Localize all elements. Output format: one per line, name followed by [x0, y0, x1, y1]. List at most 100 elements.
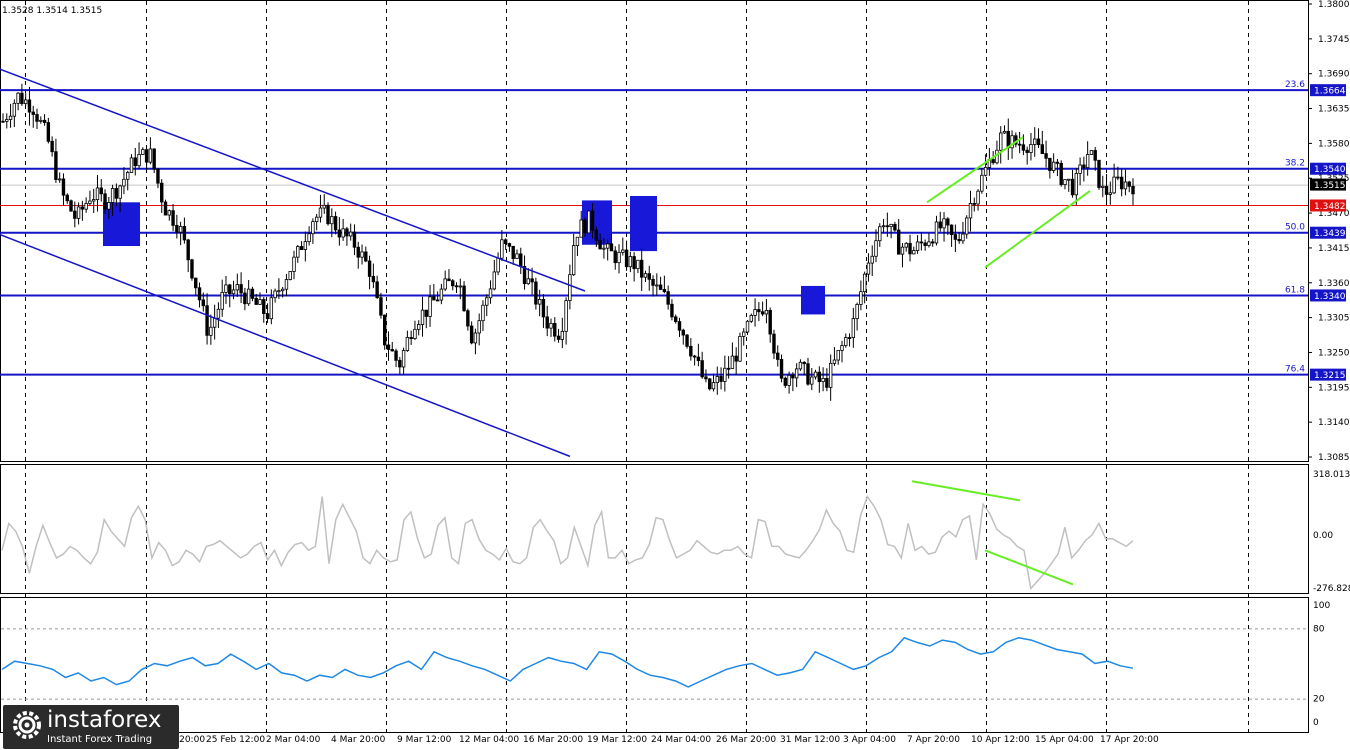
candle-body-165	[624, 249, 629, 268]
level-price-label-1.3340: 1.3340	[1314, 292, 1346, 302]
candle-body-65	[246, 288, 251, 305]
candle-body-253	[957, 238, 961, 242]
candle-body-204	[772, 333, 776, 354]
vertical-gridlines	[25, 1, 1249, 732]
candle-body-126	[477, 320, 481, 334]
candle-body-150	[568, 274, 572, 302]
candle-body-213	[806, 363, 810, 385]
ascending-channel-line-0	[926, 136, 1024, 204]
candle-body-178	[674, 316, 678, 323]
candle-body-160	[605, 243, 610, 249]
candle-body-154	[583, 219, 587, 234]
candle-body-7	[27, 99, 32, 113]
fib-level-label-50.0: 50.0	[1285, 223, 1305, 233]
candle-body-124	[469, 325, 474, 344]
candle-body-273	[1033, 138, 1037, 145]
candle-body-54	[205, 305, 209, 336]
candle-body-205	[776, 352, 780, 360]
candle-body-107	[405, 337, 410, 352]
level-price-label-1.3540: 1.3540	[1314, 165, 1346, 175]
candle-body-167	[632, 256, 636, 270]
descending-channel-line-1	[0, 233, 571, 458]
candle-body-60	[228, 284, 232, 295]
candle-body-16	[61, 178, 66, 196]
cci-axis-tick-1: 0.00	[1313, 531, 1333, 541]
candle-body-239	[904, 242, 908, 248]
price-axis-tick-7: 1.3415	[1318, 244, 1350, 254]
candle-body-101	[383, 314, 387, 346]
candle-body-198	[749, 315, 753, 322]
candle-body-278	[1051, 161, 1056, 171]
candle-body-29	[110, 188, 115, 203]
candle-body-21	[80, 206, 85, 210]
cci-line	[1, 494, 1134, 591]
candle-body-78	[296, 246, 300, 258]
price-axis-tick-4: 1.3580	[1318, 139, 1350, 149]
candle-body-172	[651, 278, 655, 286]
candle-body-15	[57, 178, 62, 181]
candle-body-230	[870, 255, 874, 264]
level-price-label-1.3215: 1.3215	[1314, 371, 1346, 381]
candle-body-181	[685, 334, 689, 347]
time-axis-tick-5: 16 Mar 20:00	[523, 735, 583, 745]
candle-body-110	[417, 324, 421, 330]
candle-body-77	[292, 256, 296, 272]
candle-body-164	[621, 249, 625, 253]
candle-body-93	[352, 231, 357, 248]
candle-body-89	[337, 229, 342, 238]
candle-body-50	[190, 259, 194, 279]
candle-body-228	[862, 273, 867, 293]
candle-body-295	[1116, 176, 1120, 179]
candle-body-229	[866, 262, 871, 275]
candle-body-125	[473, 332, 478, 344]
candle-body-222	[840, 345, 844, 351]
candle-body-83	[314, 216, 319, 223]
candle-body-243	[919, 241, 924, 244]
candle-body-112	[424, 309, 428, 317]
candle-body-290	[1097, 159, 1101, 188]
candle-body-141	[534, 281, 538, 305]
time-axis: 25 Feb 12:00 2 Mar 04:00 4 Mar 20:00 9 Mar …	[100, 735, 1159, 745]
candle-body-159	[602, 247, 606, 250]
candle-body-212	[802, 361, 806, 365]
candle-body-221	[836, 349, 840, 361]
time-axis-tick-10: 3 Apr 04:00	[843, 735, 896, 745]
candle-body-115	[435, 299, 440, 302]
candle-body-46	[175, 224, 179, 233]
candle-body-270	[1021, 144, 1026, 151]
time-axis-tick-6: 19 Mar 12:00	[587, 735, 647, 745]
candle-body-244	[923, 242, 927, 246]
level-price-label-1.3540-bg	[1310, 162, 1346, 175]
candle-body-145	[549, 322, 553, 329]
candle-body-195	[738, 335, 742, 362]
candle-body-37	[141, 149, 145, 155]
rsi-pane	[0, 597, 1309, 733]
candle-body-186	[704, 376, 708, 380]
candle-body-47	[178, 226, 183, 233]
instaforex-logo: instaforex Instant Forex Trading	[3, 705, 179, 749]
candle-body-208	[787, 374, 791, 386]
candle-body-296	[1119, 176, 1124, 190]
candle-body-294	[1112, 176, 1116, 194]
rsi-axis-tick-3: 0	[1313, 718, 1319, 728]
candle-body-48	[182, 226, 187, 241]
candle-body-87	[330, 216, 334, 225]
candle-body-176	[666, 291, 670, 305]
candle-body-148	[560, 330, 565, 340]
candle-body-114	[432, 296, 436, 301]
candle-body-68	[258, 299, 262, 305]
candle-body-57	[216, 308, 221, 319]
candle-body-293	[1108, 192, 1113, 195]
candle-body-288	[1089, 150, 1094, 155]
candle-body-161	[609, 243, 614, 252]
candle-body-41	[156, 168, 160, 184]
candle-body-258	[976, 190, 980, 205]
candle-body-153	[579, 219, 583, 238]
time-axis-tick-9: 31 Mar 12:00	[780, 735, 840, 745]
candle-body-61	[231, 289, 236, 295]
candle-body-232	[878, 226, 882, 242]
candle-body-257	[972, 203, 976, 205]
candle-body-250	[946, 218, 950, 226]
candle-body-286	[1082, 164, 1086, 169]
